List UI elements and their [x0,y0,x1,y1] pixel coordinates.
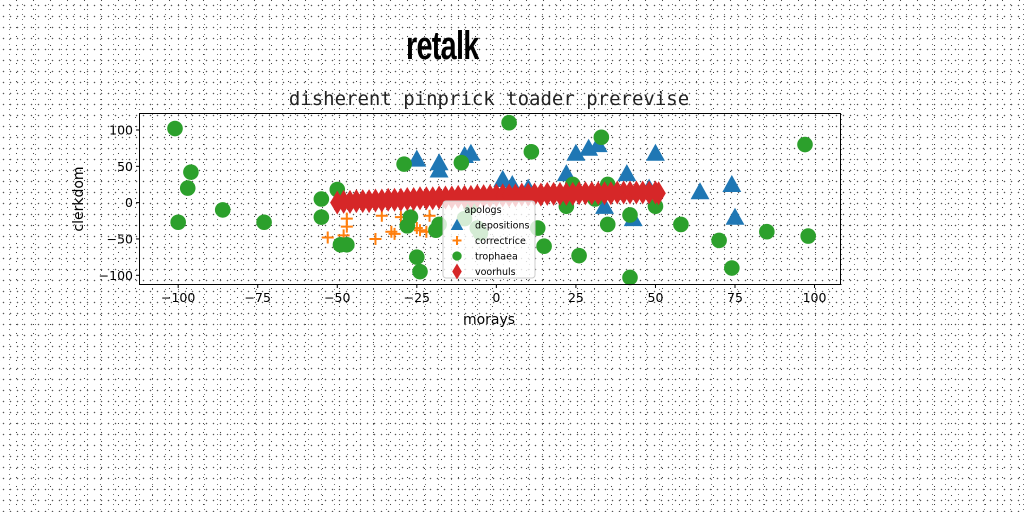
voorhuls-point [651,181,666,206]
legend-marker-depositions [450,218,464,231]
trophaea-point [759,223,775,240]
legend-label-voorhuls: voorhuls [475,267,516,278]
correctrice-point [340,220,353,233]
depositions-point [690,182,710,200]
legend-label-depositions: depositions [475,221,530,232]
y-axis-label: clerkdom [71,166,87,231]
x-tick-label: 75 [727,290,743,305]
series-voorhuls [330,180,666,215]
x-tick-label: 25 [568,290,584,305]
correctrice-point [369,232,382,245]
x-tick-label: −25 [404,290,430,305]
trophaea-point [170,214,186,231]
trophaea-point [622,269,638,286]
legend-label-correctrice: correctrice [475,236,526,247]
x-tick-label: 50 [648,290,664,305]
y-tick-label: −100 [99,268,133,283]
x-tick-label: −75 [245,290,271,305]
legend-title: apologs [464,205,501,216]
trophaea-point [711,232,727,249]
trophaea-point [256,214,272,231]
trophaea-point [724,260,740,276]
x-tick-label: −100 [161,290,195,305]
legend-marker-voorhuls [452,263,462,280]
correctrice-point [385,225,398,238]
depositions-point [725,207,745,225]
y-tick-label: 50 [117,159,133,174]
trophaea-point [797,136,813,153]
trophaea-point [396,156,412,172]
trophaea-point [329,181,346,198]
correctrice-point [321,231,334,244]
trophaea-point [593,129,610,146]
x-axis-label: morays [463,312,515,328]
depositions-point [722,175,742,193]
y-tick-label: −50 [107,231,133,246]
trophaea-point [313,209,330,225]
trophaea-point [800,228,816,244]
legend-marker-correctrice [452,236,462,245]
trophaea-point [409,249,425,265]
y-tick-label: 100 [109,122,133,137]
trophaea-point [622,207,638,223]
x-tick-label: −50 [324,290,350,305]
correctrice-point [423,209,436,222]
trophaea-point [453,154,470,171]
trophaea-point [167,120,183,137]
depositions-point [617,164,637,182]
y-tick-label: 0 [125,195,133,210]
trophaea-point [523,143,540,160]
figure-suptitle: retalk [406,24,479,68]
depositions-point [429,160,449,178]
legend-marker-trophaea [452,251,462,261]
correctrice-point [388,227,401,240]
trophaea-point [313,191,330,207]
depositions-point [646,143,665,161]
x-tick-label: 100 [803,290,827,305]
trophaea-point [339,236,355,253]
x-tick-label: 0 [492,290,500,305]
chart-title: disherent pinprick toader prerevise [289,88,689,110]
axis-ticks: −100 −75 −50 −25 0 25 50 75 100 −100 −50 0 50 100 [99,122,827,305]
legend-box [442,200,536,279]
plot-frame [139,113,841,285]
trophaea-point [183,164,199,180]
depositions-point [461,143,481,161]
trophaea-point [402,209,419,225]
legend-label-trophaea: trophaea [475,252,518,263]
trophaea-point [673,216,689,233]
depositions-point [595,196,614,214]
trophaea-point [571,247,587,264]
trophaea-point [214,202,231,218]
legend: apologs depositions correctrice trophaea voo… [442,200,536,280]
trophaea-point [412,263,428,280]
depositions-point [566,143,586,161]
trophaea-point [599,216,616,233]
correctrice-point [414,224,426,237]
trophaea-point [179,180,196,196]
trophaea-point [501,114,517,131]
trophaea-point [536,238,552,255]
trophaea-point [558,198,575,215]
depositions-point [407,149,427,167]
depositions-point [493,169,513,187]
